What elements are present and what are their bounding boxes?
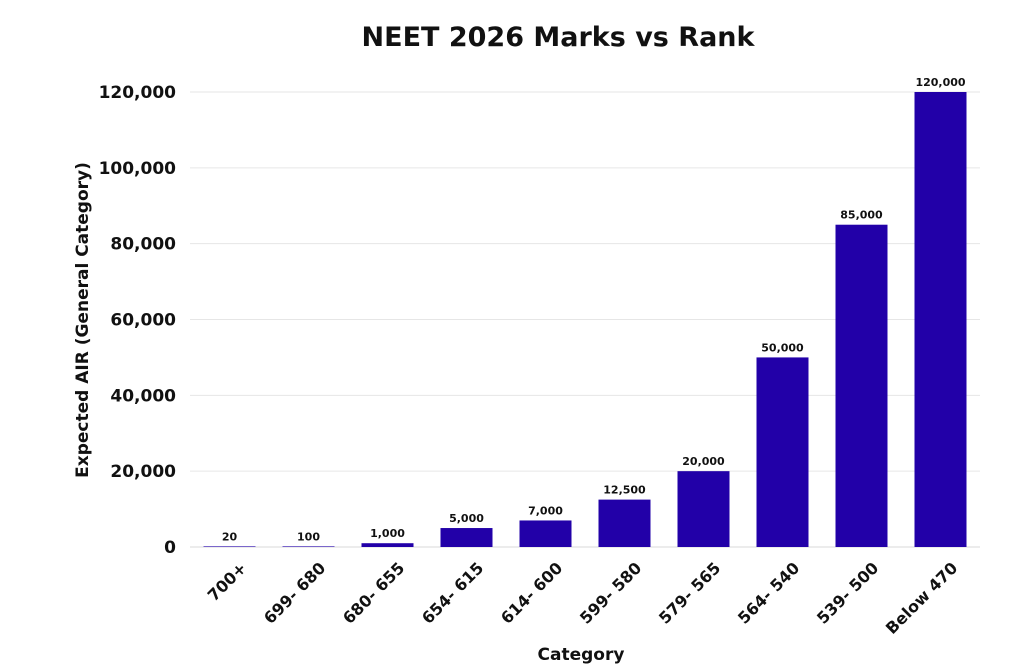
chart-title: NEET 2026 Marks vs Rank bbox=[362, 22, 756, 53]
bar bbox=[519, 520, 572, 547]
x-tick-label: 700+ bbox=[204, 558, 251, 605]
y-tick-label: 20,000 bbox=[110, 462, 176, 482]
bar bbox=[914, 92, 967, 547]
y-tick-label: 100,000 bbox=[99, 159, 177, 179]
bar bbox=[756, 357, 809, 547]
y-tick-label: 80,000 bbox=[110, 235, 176, 255]
data-label: 7,000 bbox=[528, 504, 563, 517]
data-label: 120,000 bbox=[915, 76, 965, 89]
x-tick-label: 614- 600 bbox=[497, 558, 566, 627]
x-tick-label: 579- 565 bbox=[655, 558, 724, 627]
bars bbox=[203, 92, 967, 548]
data-label: 50,000 bbox=[761, 341, 804, 354]
bar bbox=[598, 499, 651, 547]
x-tick-label: Below 470 bbox=[882, 558, 961, 637]
bar bbox=[677, 471, 730, 547]
data-labels: 20 100 1,000 5,000 7,000 12,500 20,000 50,000 85… bbox=[222, 76, 966, 543]
x-tick-label: 539- 500 bbox=[813, 558, 882, 627]
y-axis-ticks: 0 20,000 40,000 60,000 80,000 100,000 120,000 bbox=[99, 83, 177, 558]
data-label: 85,000 bbox=[840, 209, 883, 222]
data-label: 100 bbox=[297, 530, 320, 543]
data-label: 1,000 bbox=[370, 527, 405, 540]
gridlines bbox=[190, 91, 980, 548]
y-axis-title: Expected AIR (General Category) bbox=[73, 162, 93, 478]
bar bbox=[440, 528, 493, 547]
x-tick-label: 680- 655 bbox=[339, 558, 408, 627]
x-tick-label: 599- 580 bbox=[576, 558, 645, 627]
bar bbox=[835, 224, 888, 548]
y-tick-label: 120,000 bbox=[99, 83, 177, 103]
x-axis-ticks: 700+ 699- 680 680- 655 654- 615 614- 600 599-… bbox=[204, 558, 962, 637]
bar bbox=[361, 543, 414, 547]
y-tick-label: 60,000 bbox=[110, 311, 176, 331]
x-axis-title: Category bbox=[538, 645, 625, 665]
x-tick-label: 654- 615 bbox=[418, 558, 487, 627]
y-tick-label: 0 bbox=[164, 538, 176, 558]
bar bbox=[282, 546, 335, 547]
data-label: 20,000 bbox=[682, 455, 725, 468]
y-tick-label: 40,000 bbox=[110, 386, 176, 406]
data-label: 20 bbox=[222, 530, 238, 543]
bar bbox=[203, 546, 256, 547]
data-label: 12,500 bbox=[603, 484, 646, 497]
data-label: 5,000 bbox=[449, 512, 484, 525]
x-tick-label: 699- 680 bbox=[260, 558, 329, 627]
x-tick-label: 564- 540 bbox=[734, 558, 803, 627]
